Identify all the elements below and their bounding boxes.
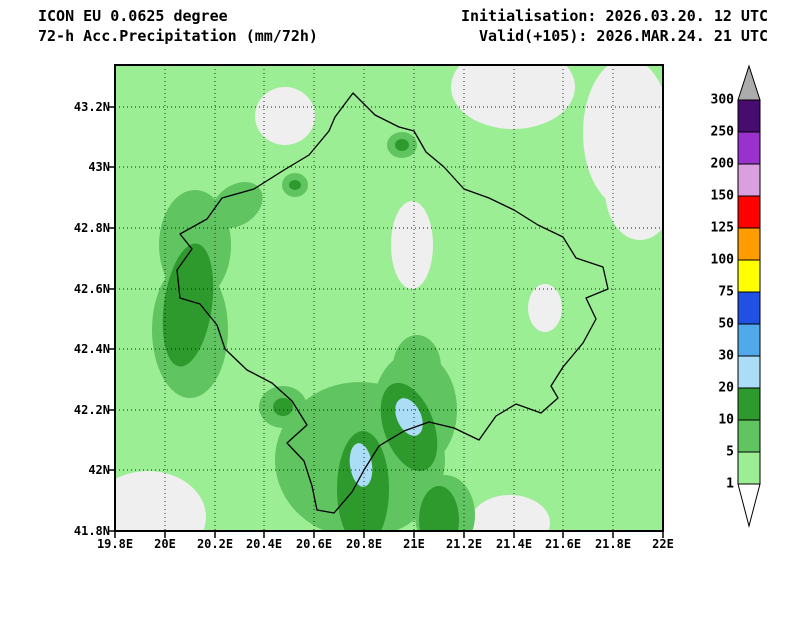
x-tick-label: 20.2E <box>196 537 234 551</box>
colorbar-band <box>737 355 761 389</box>
y-tick-label: 43N <box>88 160 110 174</box>
x-tick-label: 21.6E <box>544 537 582 551</box>
axis-tick-marks <box>108 106 664 538</box>
precip-region-20-30mm <box>349 443 373 487</box>
colorbar-band <box>737 323 761 357</box>
colorbar-tick-label: 200 <box>710 156 734 172</box>
colorbar-tick-label: 150 <box>710 188 734 204</box>
colorbar-band <box>737 419 761 453</box>
y-tick-label: 43.2N <box>73 100 110 114</box>
colorbar-tick-label: 250 <box>710 124 734 140</box>
precip-region-5-10mm <box>393 335 441 399</box>
colorbar-band <box>737 99 761 133</box>
colorbar-band <box>737 131 761 165</box>
initialisation-time: Initialisation: 2026.03.20. 12 UTC <box>460 7 768 25</box>
y-tick-label: 42N <box>88 463 110 477</box>
dry-region <box>391 201 433 289</box>
x-tick-label: 20.8E <box>345 537 383 551</box>
x-tick-label: 21.2E <box>445 537 483 551</box>
colorbar-tick-label: 30 <box>718 348 734 364</box>
y-tick-label: 42.4N <box>73 342 110 356</box>
colorbar-band <box>737 163 761 197</box>
colorbar-band <box>737 195 761 229</box>
map-frame <box>114 64 664 532</box>
precip-region-5-10mm <box>211 182 263 228</box>
valid-time: Valid(+105): 2026.MAR.24. 21 UTC <box>479 27 768 45</box>
dry-region <box>605 140 663 240</box>
product-title: 72-h Acc.Precipitation (mm/72h) <box>38 27 318 45</box>
map-svg <box>108 64 664 538</box>
y-tick-label: 42.8N <box>73 221 110 235</box>
colorbar-tick-label: 75 <box>718 284 734 300</box>
y-tick-label: 42.2N <box>73 403 110 417</box>
precip-region-10-20mm <box>162 243 214 367</box>
precip-region-10-20mm <box>419 486 459 531</box>
precip-region-10-20mm <box>395 139 409 151</box>
colorbar-tick-label: 10 <box>718 412 734 428</box>
colorbar-tick-label: 50 <box>718 316 734 332</box>
colorbar-underflow-triangle <box>737 483 761 528</box>
x-tick-label: 20.4E <box>245 537 283 551</box>
colorbar-tick-label: 125 <box>710 220 734 236</box>
colorbar-tick-label: 100 <box>710 252 734 268</box>
precip-region-10-20mm <box>273 398 293 416</box>
colorbar-band <box>737 451 761 485</box>
x-tick-label: 22E <box>652 537 674 551</box>
dry-region <box>451 65 575 129</box>
colorbar <box>737 64 761 528</box>
dry-region <box>255 87 315 145</box>
model-title: ICON EU 0.0625 degree <box>38 7 228 25</box>
dry-region <box>115 471 206 531</box>
x-tick-label: 21.4E <box>495 537 533 551</box>
precip-region-10-20mm <box>289 180 301 190</box>
grid-lines <box>115 65 663 531</box>
y-tick-label: 42.6N <box>73 282 110 296</box>
colorbar-tick-label: 20 <box>718 380 734 396</box>
x-tick-label: 20E <box>154 537 176 551</box>
x-tick-label: 21E <box>403 537 425 551</box>
precip-fill-layer <box>115 65 663 531</box>
x-tick-label: 19.8E <box>96 537 134 551</box>
colorbar-band <box>737 259 761 293</box>
colorbar-tick-label: 1 <box>726 476 734 492</box>
colorbar-band <box>737 227 761 261</box>
country-outline <box>176 92 609 514</box>
x-tick-label: 21.8E <box>594 537 632 551</box>
colorbar-overflow-triangle <box>737 64 761 101</box>
colorbar-tick-label: 300 <box>710 92 734 108</box>
y-tick-label: 41.8N <box>73 524 110 538</box>
colorbar-band <box>737 387 761 421</box>
dry-region <box>470 495 550 531</box>
dry-region <box>528 284 562 332</box>
x-tick-label: 20.6E <box>295 537 333 551</box>
colorbar-band <box>737 291 761 325</box>
colorbar-tick-label: 5 <box>726 444 734 460</box>
